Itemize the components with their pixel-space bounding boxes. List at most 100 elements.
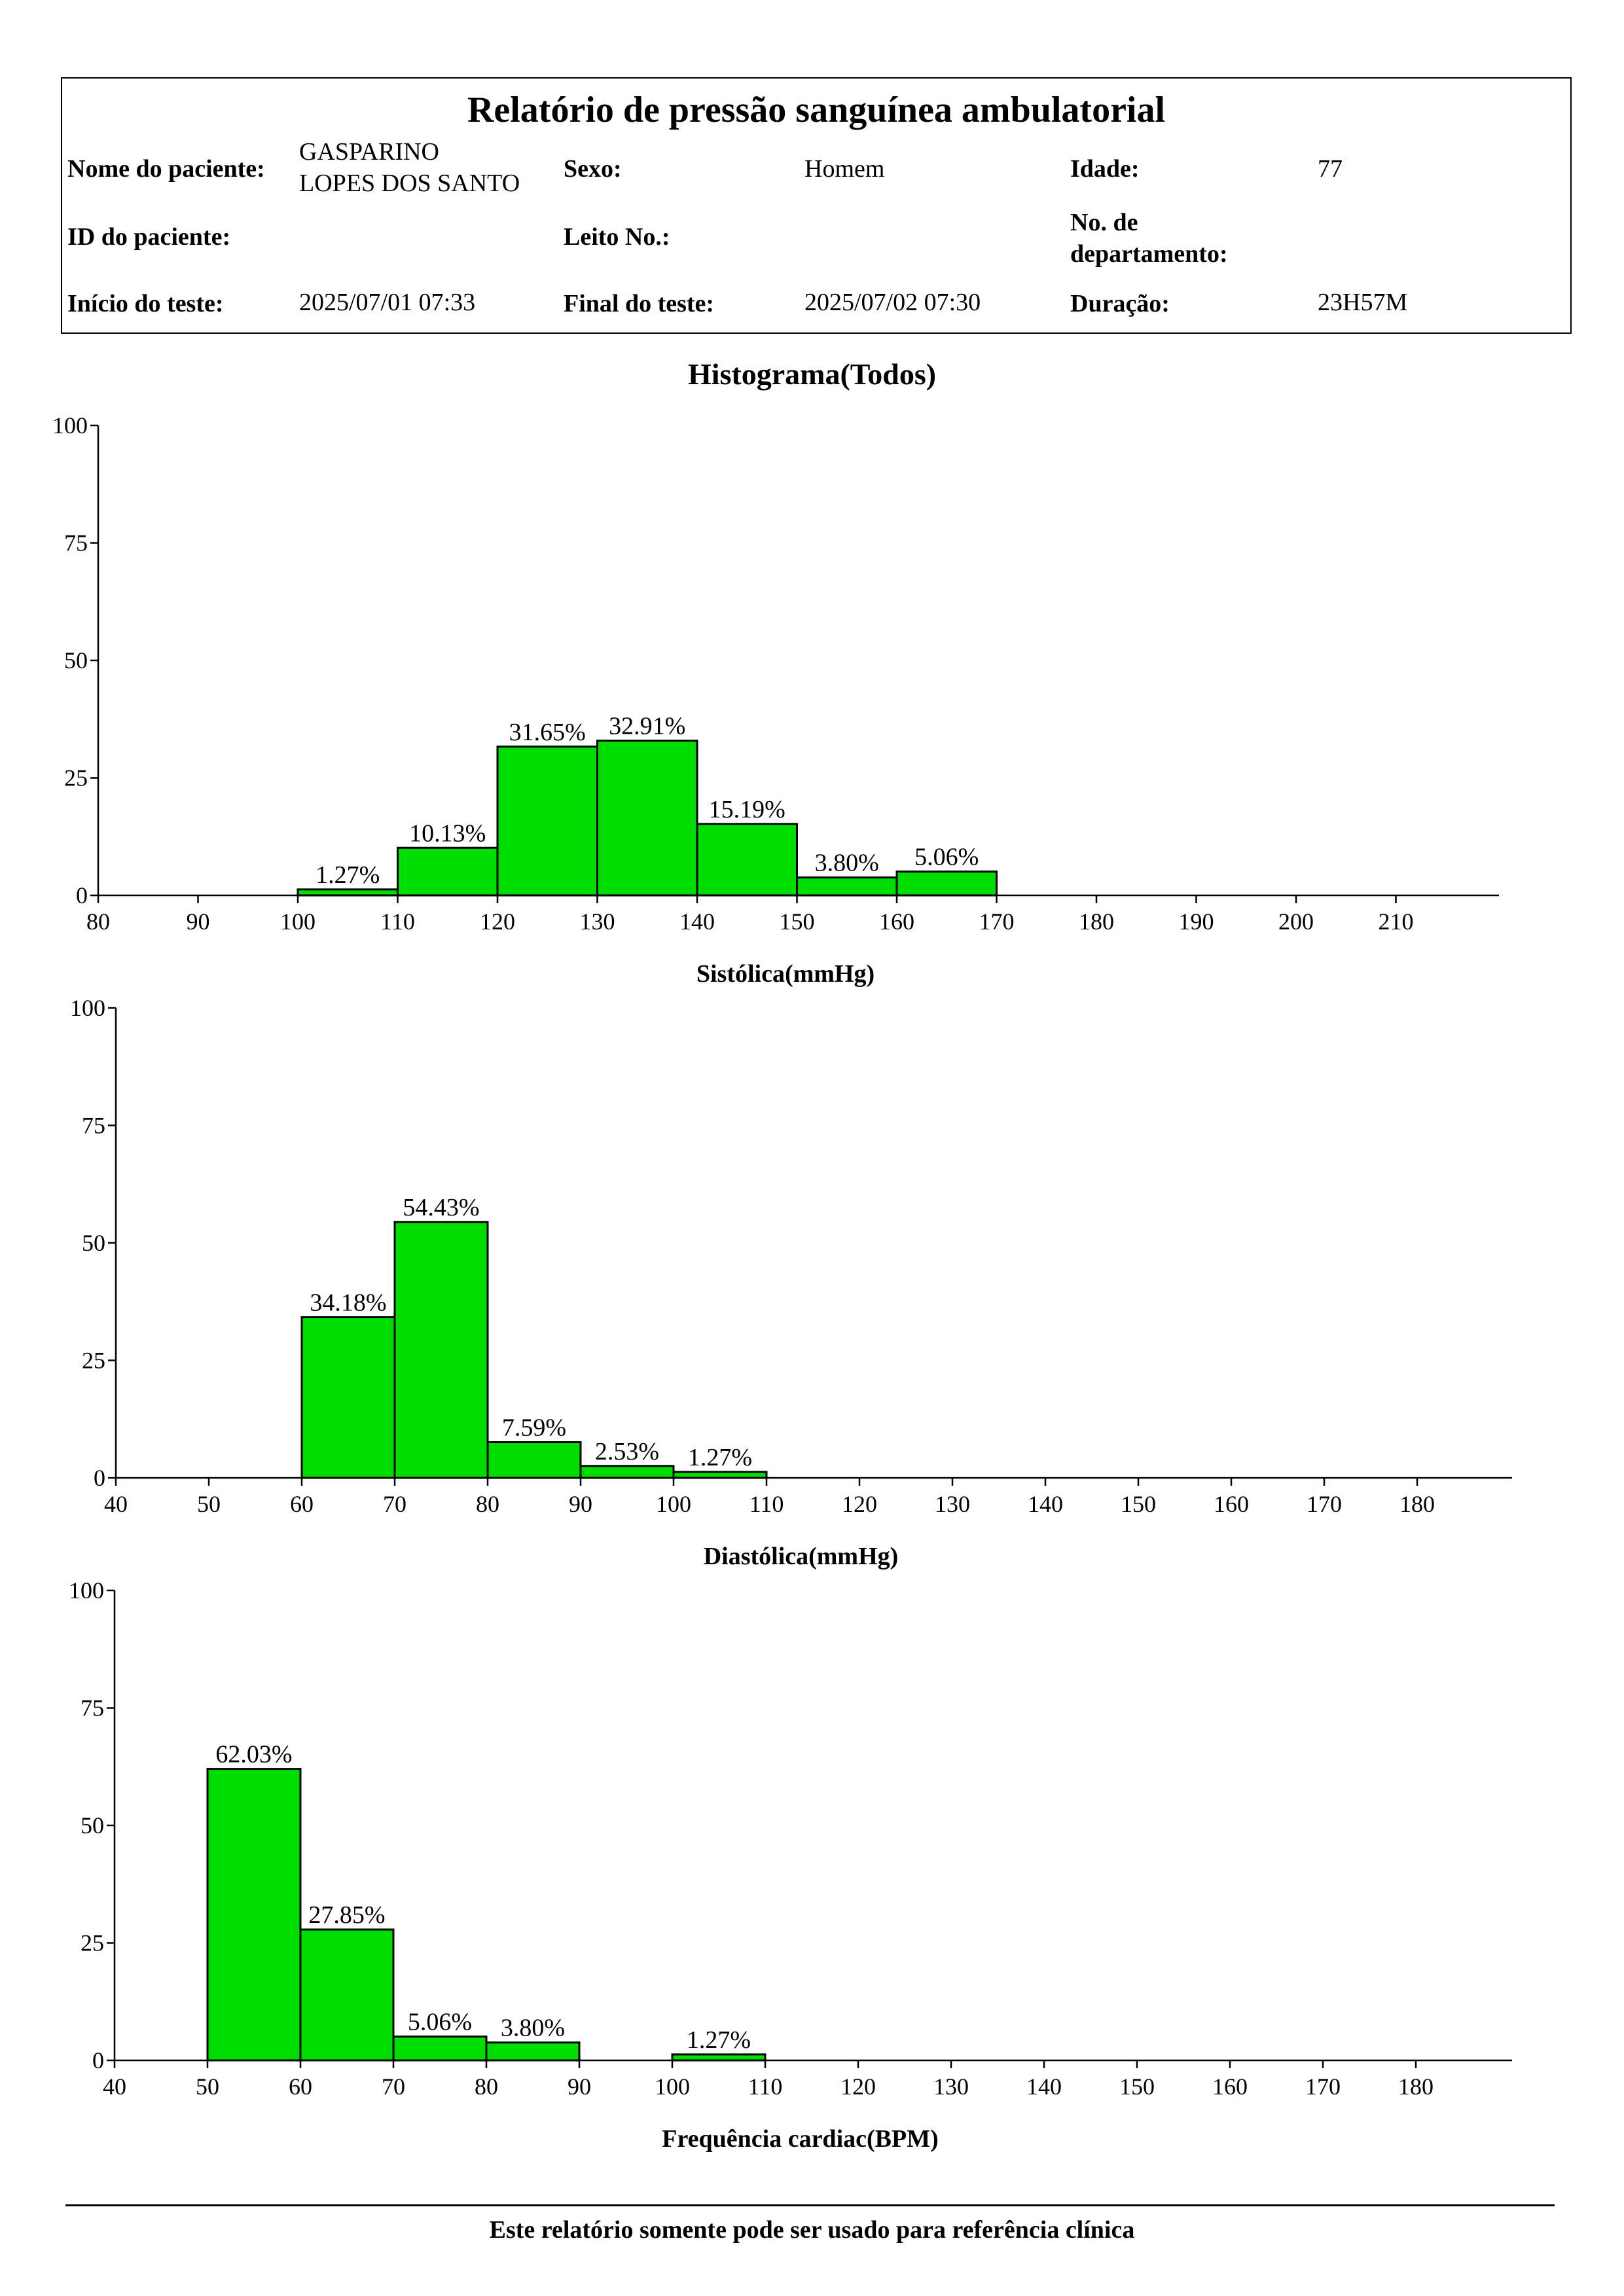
diastolic-bar-label-1: 54.43% bbox=[403, 1194, 479, 1221]
heart-rate-x-tick-label-60: 60 bbox=[289, 2073, 312, 2100]
systolic-bar-4 bbox=[696, 823, 798, 897]
diastolic-bar-label-4: 1.27% bbox=[688, 1444, 752, 1471]
diastolic-bar-4 bbox=[672, 1471, 768, 1479]
systolic-x-tick-label-120: 120 bbox=[480, 908, 515, 935]
systolic-x-tick-label-110: 110 bbox=[380, 908, 415, 935]
systolic-x-tick-label-210: 210 bbox=[1379, 908, 1414, 935]
heart-rate-bar-label-2: 5.06% bbox=[408, 2009, 472, 2036]
sex-value: Homem bbox=[804, 155, 885, 183]
heart-rate-y-tick-label-75: 75 bbox=[81, 1695, 104, 1721]
diastolic-bar-label-0: 34.18% bbox=[310, 1289, 386, 1317]
heart-rate-x-tick-label-160: 160 bbox=[1212, 2073, 1248, 2100]
patient-name-label: Nome do paciente: bbox=[67, 155, 265, 183]
heart-rate-y-tick-label-0: 0 bbox=[92, 2047, 104, 2073]
systolic-bar-label-5: 3.80% bbox=[815, 850, 879, 877]
heart-rate-y-tick-label-25: 25 bbox=[81, 1930, 104, 1956]
diastolic-x-tick-label-140: 140 bbox=[1028, 1491, 1063, 1517]
heart-rate-bar-label-3: 3.80% bbox=[501, 2015, 565, 2042]
systolic-x-tick-label-170: 170 bbox=[979, 908, 1015, 935]
diastolic-y-tick-label-0: 0 bbox=[94, 1465, 105, 1491]
heart-rate-histogram: 62.03% 27.85% 5.06% 3.80% 1.27% 0 25 50 75 100 40 5… bbox=[69, 1577, 1512, 2153]
systolic-x-axis-title: Sistólica(mmHg) bbox=[696, 960, 875, 988]
heart-rate-bar-label-1: 27.85% bbox=[308, 1901, 385, 1929]
systolic-x-tick-label-130: 130 bbox=[580, 908, 615, 935]
diastolic-x-tick-label-160: 160 bbox=[1214, 1491, 1249, 1517]
diastolic-y-tick-label-100: 100 bbox=[70, 995, 105, 1021]
systolic-histogram: 1.27% 10.13% 31.65% 32.91% 15.19% 3.80% 5.06% 0… bbox=[52, 412, 1499, 988]
end-label: Final do teste: bbox=[564, 290, 715, 317]
heart-rate-bar-1 bbox=[299, 1928, 395, 2062]
systolic-bar-label-1: 10.13% bbox=[409, 819, 486, 847]
department-label: No. de departamento: bbox=[1070, 209, 1228, 268]
diastolic-x-tick-label-100: 100 bbox=[656, 1491, 691, 1517]
start-label: Início do teste: bbox=[67, 290, 224, 317]
heart-rate-x-tick-label-100: 100 bbox=[655, 2073, 690, 2100]
systolic-x-tick-label-200: 200 bbox=[1278, 908, 1314, 935]
heart-rate-x-tick-label-110: 110 bbox=[748, 2073, 783, 2100]
systolic-y-tick-label-0: 0 bbox=[76, 882, 88, 908]
diastolic-x-tick-label-90: 90 bbox=[569, 1491, 592, 1517]
sex-label: Sexo: bbox=[564, 155, 622, 183]
heart-rate-x-tick-label-40: 40 bbox=[103, 2073, 126, 2100]
systolic-bar-0 bbox=[297, 888, 399, 897]
systolic-bar-2 bbox=[496, 745, 598, 897]
diastolic-bar-3 bbox=[579, 1465, 675, 1479]
diastolic-x-tick-label-80: 80 bbox=[476, 1491, 499, 1517]
diastolic-bar-label-3: 2.53% bbox=[595, 1438, 659, 1465]
diastolic-x-tick-label-40: 40 bbox=[104, 1491, 128, 1517]
diastolic-y-tick-label-25: 25 bbox=[82, 1348, 105, 1374]
heart-rate-x-tick-label-150: 150 bbox=[1119, 2073, 1155, 2100]
heart-rate-x-tick-label-140: 140 bbox=[1026, 2073, 1062, 2100]
systolic-bar-label-4: 15.19% bbox=[709, 796, 785, 823]
diastolic-histogram: 34.18% 54.43% 7.59% 2.53% 1.27% 0 25 50 75 100 40 5… bbox=[70, 995, 1512, 1570]
diastolic-y-tick-label-50: 50 bbox=[82, 1230, 105, 1256]
systolic-bar-label-6: 5.06% bbox=[914, 844, 979, 871]
systolic-bar-5 bbox=[796, 876, 898, 897]
heart-rate-bar-0 bbox=[206, 1768, 302, 2062]
systolic-bar-label-0: 1.27% bbox=[316, 861, 380, 889]
diastolic-x-tick-label-50: 50 bbox=[197, 1491, 221, 1517]
diastolic-x-tick-label-170: 170 bbox=[1307, 1491, 1342, 1517]
systolic-y-tick-label-100: 100 bbox=[52, 412, 88, 439]
diastolic-bar-2 bbox=[486, 1441, 582, 1479]
systolic-bar-6 bbox=[895, 870, 998, 897]
histogram-heading: Histograma(Todos) bbox=[687, 357, 937, 391]
diastolic-y-tick-label-75: 75 bbox=[82, 1113, 105, 1139]
heart-rate-bar-3 bbox=[485, 2041, 581, 2062]
systolic-x-tick-label-80: 80 bbox=[86, 908, 110, 935]
systolic-bar-1 bbox=[397, 846, 499, 897]
heart-rate-x-tick-label-50: 50 bbox=[196, 2073, 219, 2100]
systolic-x-tick-label-160: 160 bbox=[879, 908, 914, 935]
diastolic-x-tick-label-130: 130 bbox=[935, 1491, 970, 1517]
systolic-x-tick-label-100: 100 bbox=[280, 908, 316, 935]
heart-rate-x-tick-label-90: 90 bbox=[568, 2073, 591, 2100]
start-value: 2025/07/01 07:33 bbox=[299, 289, 476, 316]
duration-value: 23H57M bbox=[1318, 289, 1408, 316]
systolic-x-tick-label-190: 190 bbox=[1179, 908, 1214, 935]
diastolic-bar-label-2: 7.59% bbox=[502, 1414, 566, 1442]
end-value: 2025/07/02 07:30 bbox=[804, 289, 981, 316]
systolic-bar-label-2: 31.65% bbox=[509, 719, 586, 746]
heart-rate-y-tick-label-100: 100 bbox=[69, 1577, 104, 1604]
age-label: Idade: bbox=[1070, 155, 1140, 183]
systolic-y-tick-label-25: 25 bbox=[64, 765, 88, 791]
systolic-x-tick-label-140: 140 bbox=[679, 908, 715, 935]
heart-rate-bar-label-0: 62.03% bbox=[215, 1741, 292, 1768]
diastolic-x-tick-label-180: 180 bbox=[1399, 1491, 1435, 1517]
diastolic-x-axis-title: Diastólica(mmHg) bbox=[704, 1543, 899, 1570]
systolic-x-tick-label-180: 180 bbox=[1079, 908, 1114, 935]
diastolic-x-tick-label-70: 70 bbox=[383, 1491, 406, 1517]
diastolic-x-tick-label-120: 120 bbox=[842, 1491, 877, 1517]
diastolic-bar-1 bbox=[393, 1221, 489, 1479]
diastolic-x-tick-label-150: 150 bbox=[1121, 1491, 1156, 1517]
diastolic-bar-0 bbox=[300, 1316, 396, 1479]
systolic-y-tick-label-50: 50 bbox=[64, 647, 88, 673]
duration-label: Duração: bbox=[1070, 290, 1170, 317]
heart-rate-x-tick-label-180: 180 bbox=[1398, 2073, 1434, 2100]
bed-label: Leito No.: bbox=[564, 223, 670, 251]
systolic-x-tick-label-150: 150 bbox=[780, 908, 815, 935]
heart-rate-x-tick-label-120: 120 bbox=[840, 2073, 876, 2100]
systolic-x-tick-label-90: 90 bbox=[187, 908, 210, 935]
footer-divider bbox=[65, 2204, 1555, 2206]
report-title: Relatório de pressão sanguínea ambulator… bbox=[467, 90, 1166, 130]
